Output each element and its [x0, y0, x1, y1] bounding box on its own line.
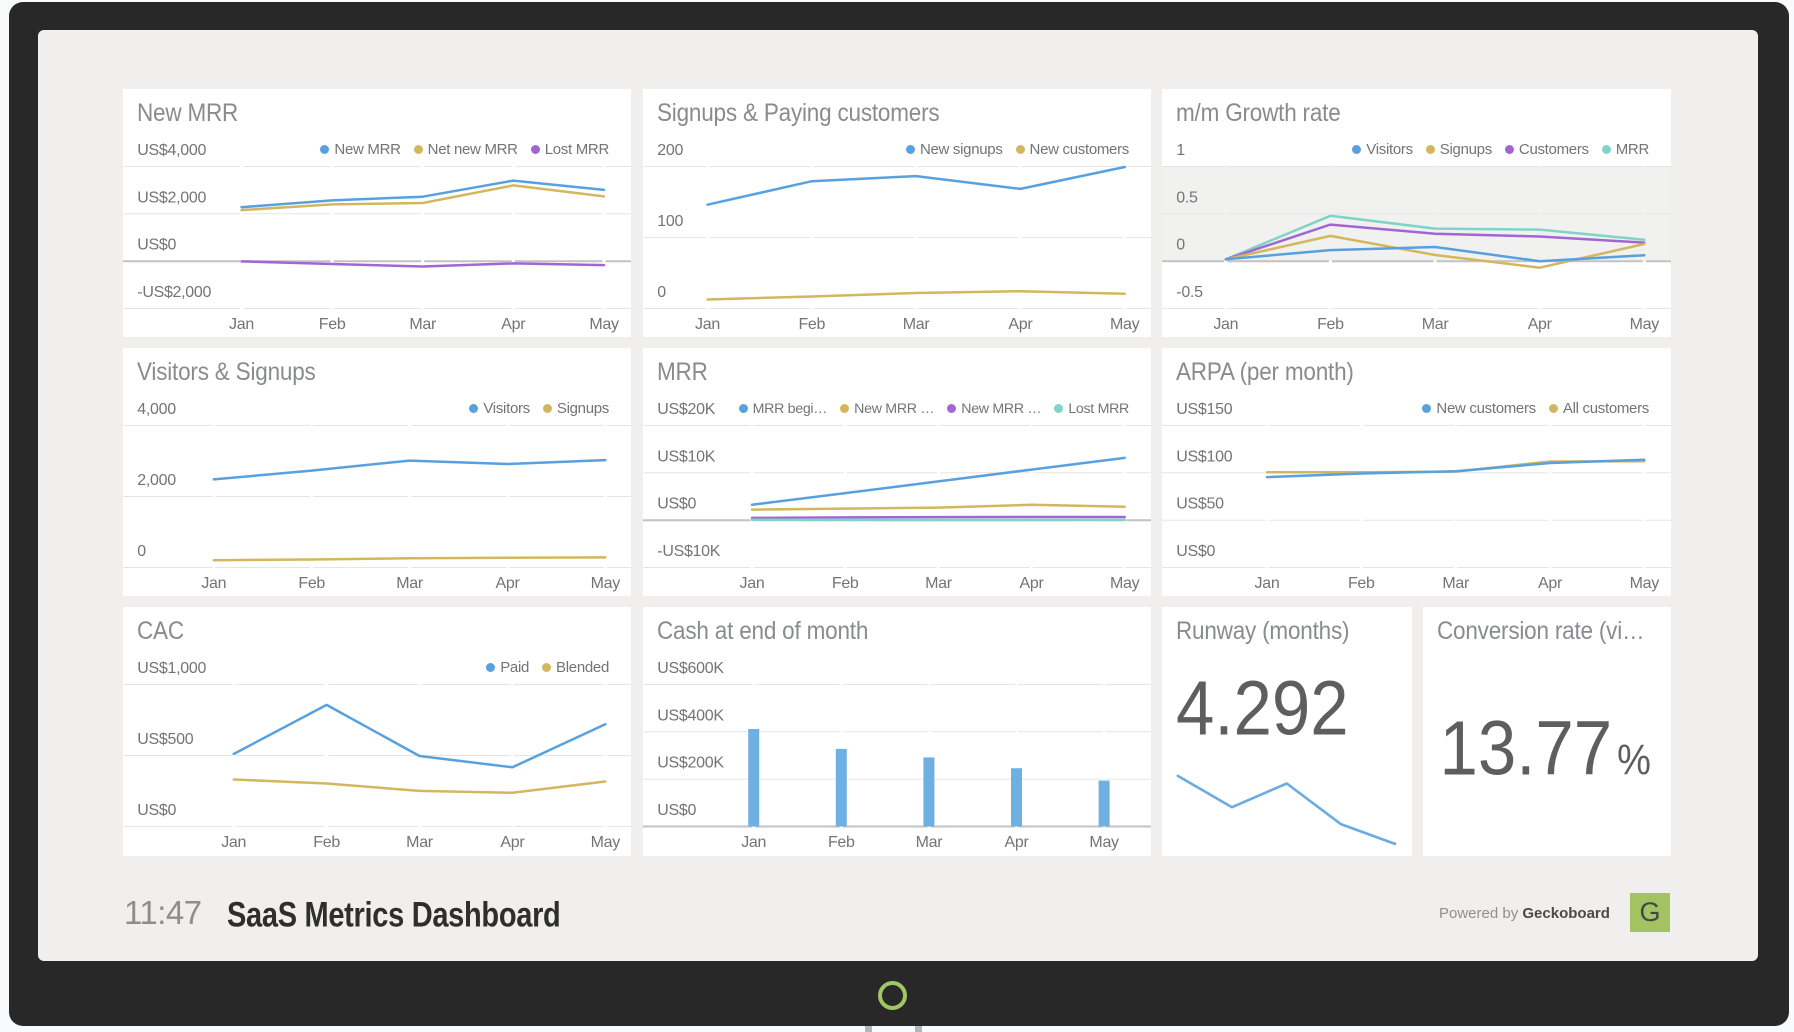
svg-text:Apr: Apr	[1008, 316, 1033, 333]
svg-text:Apr: Apr	[1020, 575, 1045, 592]
svg-text:US$10K: US$10K	[657, 448, 715, 465]
svg-text:US$100: US$100	[1176, 448, 1232, 465]
svg-text:Feb: Feb	[319, 316, 346, 333]
svg-text:May: May	[1089, 834, 1119, 851]
svg-text:4,000: 4,000	[137, 401, 176, 418]
svg-text:-US$2,000: -US$2,000	[137, 284, 211, 301]
svg-text:US$0: US$0	[137, 802, 176, 819]
svg-text:May: May	[1630, 575, 1660, 592]
svg-text:Mar: Mar	[396, 575, 424, 592]
svg-text:May: May	[591, 834, 621, 851]
svg-text:Jan: Jan	[221, 834, 246, 851]
svg-text:Apr: Apr	[501, 316, 526, 333]
svg-text:Jan: Jan	[201, 575, 226, 592]
svg-text:US$2,000: US$2,000	[137, 189, 206, 206]
svg-text:US$0: US$0	[137, 237, 176, 254]
svg-text:Feb: Feb	[828, 834, 855, 851]
svg-text:Mar: Mar	[409, 316, 437, 333]
svg-text:Feb: Feb	[313, 834, 340, 851]
svg-text:May: May	[589, 316, 619, 333]
svg-text:May: May	[1110, 575, 1140, 592]
svg-text:0: 0	[1176, 237, 1185, 254]
svg-text:Jan: Jan	[741, 834, 766, 851]
svg-text:Mar: Mar	[903, 316, 931, 333]
svg-text:US$1,000: US$1,000	[137, 660, 206, 677]
svg-text:-US$10K: -US$10K	[657, 543, 720, 560]
svg-text:-0.5: -0.5	[1176, 284, 1203, 301]
svg-text:Jan: Jan	[1213, 316, 1238, 333]
svg-text:May: May	[591, 575, 621, 592]
svg-text:0.5: 0.5	[1176, 189, 1198, 206]
svg-text:1: 1	[1176, 142, 1185, 159]
svg-text:Apr: Apr	[500, 834, 525, 851]
svg-text:200: 200	[657, 142, 683, 159]
svg-text:US$200K: US$200K	[657, 755, 724, 772]
svg-text:Apr: Apr	[1528, 316, 1553, 333]
svg-text:US$0: US$0	[1176, 543, 1215, 560]
svg-text:Mar: Mar	[1422, 316, 1450, 333]
svg-text:2,000: 2,000	[137, 472, 176, 489]
svg-text:US$400K: US$400K	[657, 707, 724, 724]
svg-text:Jan: Jan	[695, 316, 720, 333]
svg-text:Mar: Mar	[1442, 575, 1470, 592]
svg-text:Jan: Jan	[229, 316, 254, 333]
svg-text:Feb: Feb	[298, 575, 325, 592]
svg-text:Jan: Jan	[740, 575, 765, 592]
svg-text:US$500: US$500	[137, 731, 193, 748]
svg-text:Apr: Apr	[1538, 575, 1563, 592]
svg-text:Jan: Jan	[1255, 575, 1280, 592]
svg-text:May: May	[1110, 316, 1140, 333]
svg-text:Feb: Feb	[1348, 575, 1375, 592]
svg-text:Mar: Mar	[406, 834, 434, 851]
svg-text:May: May	[1630, 316, 1660, 333]
svg-text:100: 100	[657, 213, 683, 230]
svg-text:Feb: Feb	[832, 575, 859, 592]
svg-text:US$20K: US$20K	[657, 401, 715, 418]
svg-text:Apr: Apr	[496, 575, 521, 592]
svg-text:Mar: Mar	[925, 575, 953, 592]
svg-text:US$150: US$150	[1176, 401, 1232, 418]
svg-text:0: 0	[137, 543, 146, 560]
svg-text:Mar: Mar	[916, 834, 944, 851]
svg-text:Apr: Apr	[1005, 834, 1030, 851]
svg-text:US$4,000: US$4,000	[137, 142, 206, 159]
svg-text:Feb: Feb	[1317, 316, 1344, 333]
svg-text:US$600K: US$600K	[657, 660, 724, 677]
svg-text:US$0: US$0	[657, 802, 696, 819]
svg-text:US$0: US$0	[657, 496, 696, 513]
svg-text:Feb: Feb	[798, 316, 825, 333]
svg-text:US$50: US$50	[1176, 496, 1224, 513]
svg-text:0: 0	[657, 284, 666, 301]
